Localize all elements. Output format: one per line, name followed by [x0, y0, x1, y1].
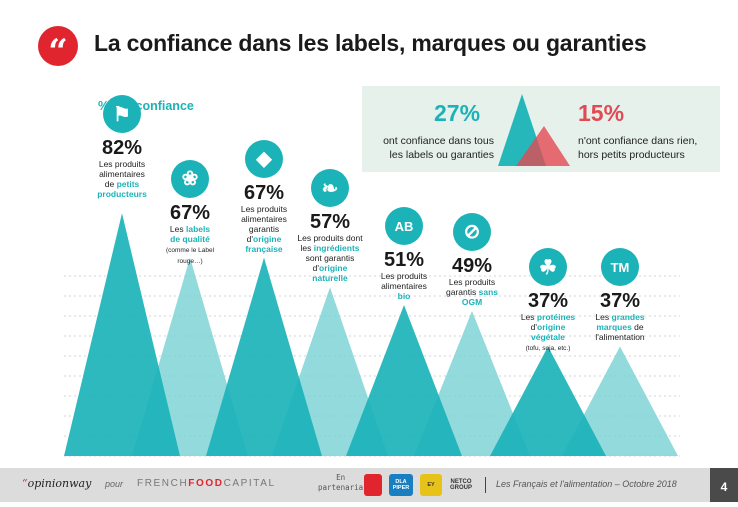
- summary-all-pct: 27%: [434, 100, 481, 126]
- venn-red-triangle: [516, 126, 570, 166]
- category-pct: 49%: [451, 254, 493, 277]
- summary-none-line: n'ont confiance dans rien,: [578, 135, 698, 147]
- summary-none-line: hors petits producteurs: [578, 149, 685, 161]
- category-label: Les produits dont les ingrédients sont gar…: [297, 233, 363, 284]
- no-gmo-icon: ⊘: [453, 212, 491, 251]
- category-label: Les produits alimentaires de petits product…: [97, 159, 147, 200]
- footer-partnership: En partenaria: [318, 473, 364, 492]
- summary-none-text: n'ont confiance dans rien, hors petits p…: [578, 134, 718, 162]
- ab-organic-icon: AB: [385, 207, 423, 246]
- summary-none-pct: 15%: [578, 100, 625, 126]
- category-pct: 67%: [243, 181, 285, 204]
- summary-all-line: ont confiance dans tous: [383, 135, 494, 147]
- category-pct: 37%: [527, 290, 569, 313]
- summary-all-line: les labels ou garanties: [389, 149, 494, 161]
- partner-logo-1: [364, 474, 382, 496]
- summary-all-text: ont confiance dans tous les labels ou ga…: [368, 134, 494, 162]
- category-1: ⚑ 82% Les produits alimentaires de petits pro…: [78, 95, 166, 199]
- category-pct: 82%: [101, 137, 143, 160]
- summary-box: 27% ont confiance dans tous les labels o…: [362, 86, 720, 172]
- chart-peaks: [64, 213, 678, 456]
- page-number: 4: [710, 468, 738, 502]
- peak-1: [64, 213, 180, 456]
- quality-label-icon: ❀: [171, 159, 209, 198]
- farmer-icon: ⚑: [103, 95, 141, 134]
- partner-logo-ey: EY: [420, 474, 442, 496]
- partner-logo-netco: NETCO GROUP: [449, 479, 472, 491]
- category-6: ⊘ 49% Les produits garantis sans OGM: [428, 212, 516, 307]
- header: “ La confiance dans les labels, marques …: [0, 0, 738, 80]
- category-label: Les produits alimentaires garantis d'origin…: [240, 203, 288, 254]
- opinionway-logo: “opinionway: [22, 477, 92, 490]
- report-title: Les Français et l'alimentation – Octobre…: [496, 479, 677, 489]
- category-8: TM 37% Les grandes marques de l'alimentation: [576, 248, 664, 342]
- category-label: Les protéines d'origine végétale: [520, 312, 576, 343]
- category-note: rouge…): [177, 257, 203, 265]
- category-label: Les grandes marques de l'alimentation: [595, 312, 645, 343]
- france-map-icon: ◆: [245, 139, 283, 178]
- category-pct: 57%: [309, 211, 351, 234]
- peak-3: [206, 257, 322, 456]
- category-5: AB 51% Les produits alimentaires bio: [360, 207, 448, 301]
- quote-icon: “: [38, 26, 78, 72]
- french-food-capital-logo: FRENCHFOODCAPITAL: [137, 478, 276, 489]
- vegetables-icon: ☘: [529, 248, 567, 287]
- category-note: (tofu, soja, etc.): [525, 345, 571, 353]
- category-2: ❀ 67% Les labels de qualité (comme le Label r…: [146, 159, 234, 266]
- category-4: ❧ 57% Les produits dont les ingrédients sont…: [286, 169, 374, 283]
- page-title: La confiance dans les labels, marques ou…: [94, 30, 647, 56]
- venn-triangles-icon: [498, 94, 570, 166]
- footer-divider: [485, 477, 486, 493]
- trademark-icon: TM: [601, 248, 639, 287]
- category-label: Les produits garantis sans OGM: [446, 276, 498, 307]
- footer-pour: pour: [105, 479, 124, 489]
- category-pct: 51%: [383, 249, 425, 272]
- partner-logo-dla-piper: DLA PIPER: [389, 474, 413, 496]
- category-3: ◆ 67% Les produits alimentaires garantis d'or…: [220, 139, 308, 254]
- peak-5: [346, 305, 462, 456]
- leaf-icon: ❧: [311, 169, 349, 208]
- category-label: Les labels de qualité: [169, 223, 211, 244]
- category-label: Les produits alimentaires bio: [380, 271, 428, 302]
- category-7: ☘ 37% Les protéines d'origine végétale (tofu,…: [504, 248, 592, 353]
- category-pct: 67%: [169, 201, 211, 224]
- category-pct: 37%: [599, 290, 641, 313]
- peak-7: [490, 346, 606, 456]
- category-note: (comme le Label: [165, 246, 215, 254]
- triangle-chart: [64, 213, 680, 457]
- footer: “opinionway pour FRENCHFOODCAPITAL En pa…: [0, 468, 738, 502]
